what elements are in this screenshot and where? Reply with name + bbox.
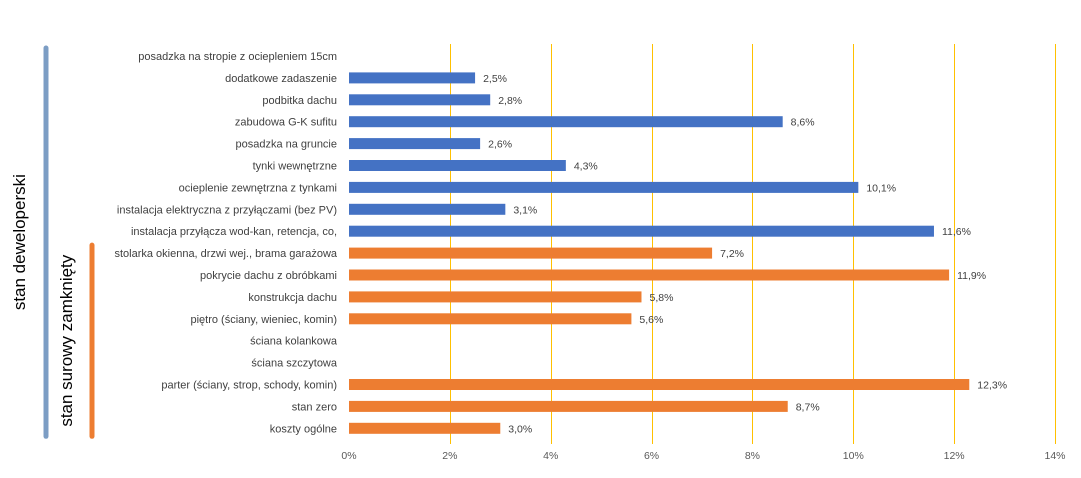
category-label: stolarka okienna, drzwi wej., brama gara…: [114, 248, 337, 260]
data-label: 2,8%: [498, 95, 522, 107]
data-label: 11,6%: [942, 226, 971, 238]
category-label: posadzka na gruncie: [235, 139, 337, 151]
category-label: zabudowa G-K sufitu: [235, 117, 337, 129]
category-label: konstrukcja dachu: [248, 292, 337, 304]
category-label: instalacja elektryczna z przyłączami (be…: [117, 204, 337, 216]
data-label: 4,3%: [574, 161, 598, 173]
bar: [349, 181, 859, 193]
bar: [349, 400, 788, 412]
group-label: stan surowy zamknięty: [57, 254, 76, 426]
data-label: 2,6%: [488, 139, 512, 151]
bar: [349, 379, 970, 390]
category-label: parter (ściany, strop, schody, komin): [161, 380, 337, 392]
x-tick-label: 8%: [745, 450, 760, 462]
data-label: 3,0%: [508, 423, 532, 435]
data-label: 7,2%: [720, 248, 744, 260]
category-label: ściana kolankowa: [250, 336, 338, 348]
category-label: piętro (ściany, wieniec, komin): [190, 314, 337, 326]
bar: [349, 72, 476, 84]
bar: [349, 203, 506, 215]
x-tick-label: 10%: [843, 450, 864, 462]
category-label: dodatkowe zadaszenie: [225, 73, 337, 85]
data-label: 5,8%: [649, 292, 673, 304]
category-label: instalacja przyłącza wod-kan, retencja, …: [131, 226, 337, 238]
category-label: pokrycie dachu z obróbkami: [200, 270, 337, 282]
category-label: stan zero: [292, 401, 337, 413]
category-label: podbitka dachu: [262, 95, 337, 107]
data-label: 10,1%: [866, 182, 896, 194]
category-label: posadzka na stropie z ociepleniem 15cm: [138, 51, 337, 63]
bar: [349, 291, 642, 303]
x-tick-label: 12%: [944, 450, 965, 462]
bar: [349, 138, 481, 150]
bar: [349, 247, 713, 259]
data-label: 3,1%: [513, 204, 537, 216]
data-label: 12,3%: [977, 380, 1007, 392]
x-tick-label: 2%: [442, 450, 457, 462]
data-label: 11,9%: [957, 270, 986, 282]
x-tick-label: 0%: [341, 450, 356, 462]
x-tick-label: 14%: [1044, 450, 1065, 462]
category-label: koszty ogólne: [270, 423, 337, 435]
bar: [349, 422, 501, 434]
bar: [349, 116, 783, 128]
data-label: 8,7%: [796, 401, 820, 413]
data-label: 5,6%: [639, 314, 663, 326]
bar: [349, 225, 934, 237]
data-label: 8,6%: [791, 117, 815, 129]
x-tick-label: 6%: [644, 450, 659, 462]
bar: [349, 269, 950, 281]
category-label: tynki wewnętrzne: [253, 161, 337, 173]
group-label: stan deweloperski: [10, 174, 29, 310]
bar: [349, 160, 566, 171]
bar: [349, 313, 632, 325]
bar: [349, 94, 491, 106]
x-tick-label: 4%: [543, 450, 558, 462]
category-label: ocieplenie zewnętrzna z tynkami: [179, 182, 337, 194]
data-label: 2,5%: [483, 73, 507, 85]
category-label: ściana szczytowa: [251, 358, 337, 370]
